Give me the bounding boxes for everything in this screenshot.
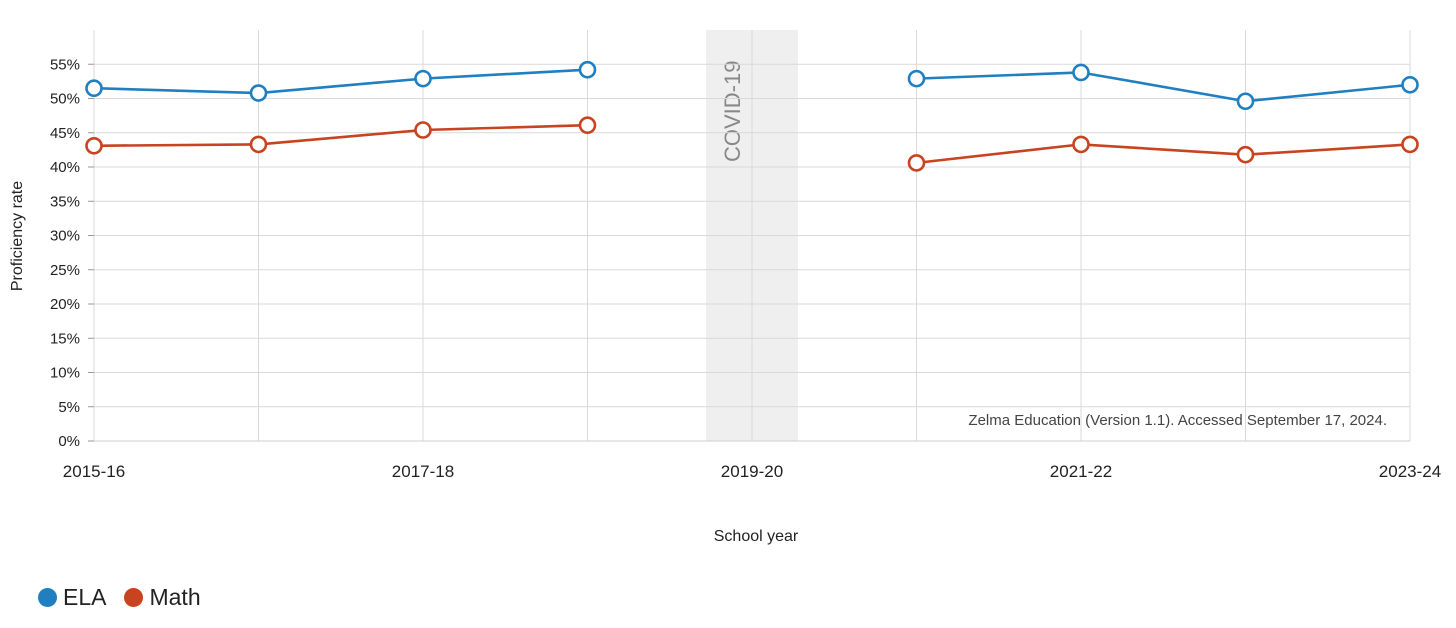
y-tick-label: 50% — [50, 91, 80, 108]
ela-point[interactable] — [1236, 92, 1255, 111]
source-annotation: Zelma Education (Version 1.1). Accessed … — [968, 412, 1387, 429]
y-tick-label: 20% — [50, 296, 80, 313]
legend-item-math[interactable]: Math — [124, 584, 201, 611]
legend: ELA Math — [38, 584, 219, 611]
series-lines — [85, 60, 1419, 172]
math-point[interactable] — [578, 116, 597, 135]
math-point[interactable] — [1072, 135, 1090, 154]
ela-dot-icon — [38, 588, 57, 607]
y-tick-label: 25% — [50, 262, 80, 279]
ela-point[interactable] — [578, 60, 597, 79]
y-tick-label: 0% — [58, 433, 80, 450]
math-line — [93, 123, 588, 148]
covid-band-label: COVID-19 — [720, 61, 745, 162]
y-axis-title: Proficiency rate — [9, 181, 26, 291]
ela-point[interactable] — [1401, 76, 1419, 94]
y-tick-label: 10% — [50, 365, 80, 382]
x-axis-title: School year — [714, 528, 799, 545]
math-point[interactable] — [249, 135, 268, 154]
gridlines — [93, 30, 1411, 442]
math-line — [916, 143, 1411, 165]
x-tick-label: 2023-24 — [1379, 462, 1441, 481]
ela-line — [916, 71, 1411, 103]
legend-label-ela: ELA — [63, 584, 107, 610]
y-tick-label: 15% — [50, 330, 80, 347]
axes: 0% 5% 10% 15% 20% 25% 30% 35% 40% 45% 50% 55% 2015-1… — [50, 56, 1441, 481]
ela-point[interactable] — [1072, 63, 1090, 82]
x-tick-label: 2015-16 — [63, 462, 125, 481]
x-tick-label: 2019-20 — [721, 462, 783, 481]
math-point[interactable] — [1401, 135, 1419, 154]
math-point[interactable] — [907, 154, 926, 172]
y-tick-label: 55% — [50, 56, 80, 73]
y-tick-label: 5% — [58, 399, 80, 416]
y-tick-label: 45% — [50, 125, 80, 142]
x-tick-label: 2021-22 — [1050, 462, 1112, 481]
ela-point[interactable] — [907, 69, 926, 88]
math-point[interactable] — [1236, 145, 1255, 164]
ela-line — [93, 68, 588, 95]
y-tick-label: 40% — [50, 159, 80, 176]
legend-label-math: Math — [149, 584, 201, 610]
math-dot-icon — [124, 588, 144, 607]
y-tick-label: 35% — [50, 193, 80, 210]
math-point[interactable] — [85, 136, 103, 155]
ela-point[interactable] — [414, 69, 432, 88]
ela-point[interactable] — [249, 84, 268, 102]
x-tick-label: 2017-18 — [392, 462, 454, 481]
line-chart: COVID-19 0% 5% 10% 15% 20% 25% 30% 35% 40% 45% 50%… — [9, 30, 1441, 545]
y-tick-label: 30% — [50, 228, 80, 245]
math-point[interactable] — [414, 121, 432, 139]
ela-point[interactable] — [85, 79, 103, 98]
legend-item-ela[interactable]: ELA — [38, 584, 106, 611]
